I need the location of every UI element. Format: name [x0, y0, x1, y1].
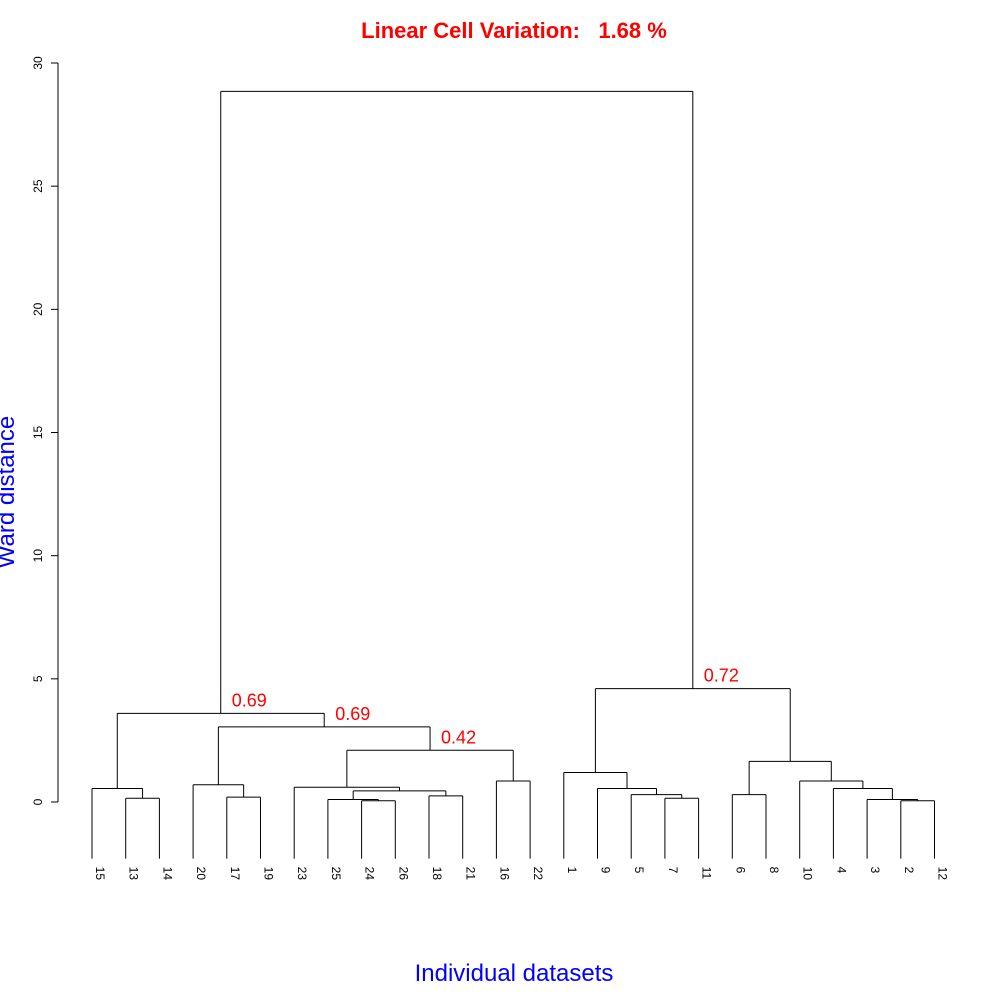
leaf-label: 25: [329, 867, 343, 881]
leaf-label: 24: [363, 867, 377, 881]
leaf-label: 9: [599, 867, 613, 874]
leaf-label: 12: [936, 867, 950, 881]
leaf-label: 8: [767, 867, 781, 874]
leaf-label: 18: [430, 867, 444, 881]
y-axis-title: Ward distance: [0, 416, 20, 569]
node-height-labels: 0.42 0.69 0.69 0.72: [232, 666, 739, 748]
leaf-label: 17: [228, 867, 242, 881]
leaf-label: 20: [194, 867, 208, 881]
y-tick-label: 30: [31, 56, 45, 70]
dendrogram-tree: [91, 90, 935, 859]
node-height-label: 0.69: [232, 690, 267, 710]
leaf-label: 10: [801, 867, 815, 881]
leaf-label: 3: [868, 867, 882, 874]
leaf-label: 23: [295, 867, 309, 881]
leaf-label: 13: [127, 867, 141, 881]
leaf-label: 6: [733, 867, 747, 874]
node-height-label: 0.42: [441, 727, 476, 747]
leaf-label: 5: [632, 867, 646, 874]
chart-title: Linear Cell Variation: 1.68 %: [361, 18, 667, 43]
leaf-label: 19: [262, 867, 276, 881]
leaf-label: 14: [160, 867, 174, 881]
leaf-label: 22: [531, 867, 545, 881]
y-tick-label: 20: [31, 302, 45, 316]
leaf-labels: 15 13 14 20 17 19 23 25 24 26 18 21 16 22 1 9 5 7 11 6 8 10 4 3…: [93, 867, 950, 881]
leaf-label: 4: [834, 867, 848, 874]
y-tick-label: 15: [31, 426, 45, 440]
x-axis-title: Individual datasets: [415, 960, 614, 987]
leaf-label: 26: [396, 867, 410, 881]
y-tick-label: 5: [31, 675, 45, 682]
leaf-label: 16: [497, 867, 511, 881]
leaf-label: 11: [700, 867, 714, 880]
node-height-label: 0.69: [335, 704, 370, 724]
leaf-label: 2: [902, 867, 916, 874]
leaf-label: 15: [93, 867, 107, 881]
leaf-label: 21: [464, 867, 478, 881]
y-tick-label: 0: [31, 798, 45, 805]
leaf-label: 7: [666, 867, 680, 874]
y-tick-label: 25: [31, 179, 45, 193]
y-tick-label: 10: [31, 549, 45, 563]
node-height-label: 0.72: [704, 666, 739, 686]
leaf-label: 1: [565, 867, 579, 874]
y-axis: 0 5 10 15 20 25 30: [31, 56, 59, 805]
